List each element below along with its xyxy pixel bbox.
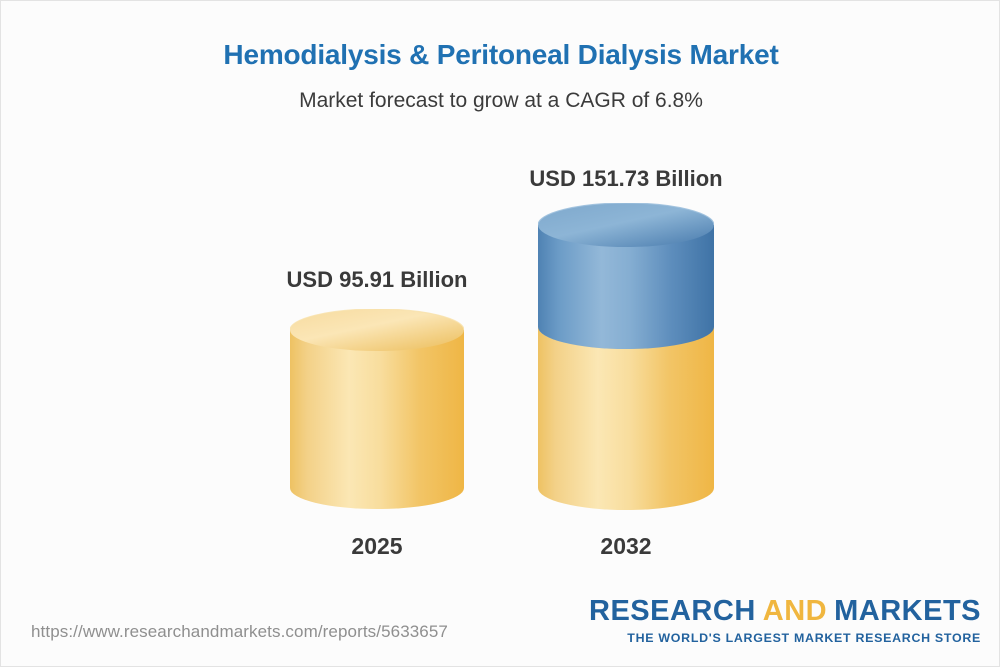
category-label-2025: 2025 <box>351 533 403 559</box>
logo-wordmark: RESEARCH AND MARKETS <box>589 597 981 626</box>
cylinder-shape-yellow <box>290 309 464 509</box>
value-label-2032: USD 151.73 Billion <box>529 166 723 191</box>
logo-word-markets: MARKETS <box>834 595 981 627</box>
logo-tagline: THE WORLD'S LARGEST MARKET RESEARCH STOR… <box>627 631 981 645</box>
page-title: Hemodialysis & Peritoneal Dialysis Marke… <box>223 39 779 70</box>
source-url[interactable]: https://www.researchandmarkets.com/repor… <box>31 622 448 641</box>
value-label-2025: USD 95.91 Billion <box>286 267 468 292</box>
research-and-markets-logo[interactable]: RESEARCH AND MARKETS THE WORLD'S LARGEST M… <box>589 597 981 645</box>
bar-cylinder-2025 <box>290 309 464 513</box>
cylinder-shape-blue-yellow <box>538 203 714 510</box>
category-label-2032: 2032 <box>600 533 652 559</box>
page-subtitle: Market forecast to grow at a CAGR of 6.8… <box>299 89 703 112</box>
logo-word-research: RESEARCH <box>589 595 756 627</box>
logo-word-and: AND <box>762 595 828 627</box>
bar-cylinder-2032 <box>538 203 714 513</box>
